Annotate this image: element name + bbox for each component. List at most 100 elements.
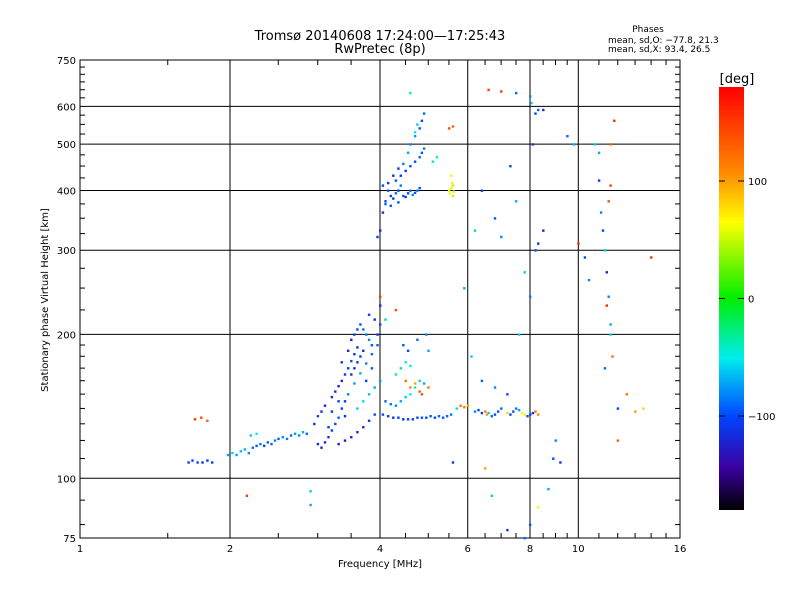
data-point (609, 323, 612, 326)
data-point (409, 165, 412, 168)
data-point (634, 410, 637, 413)
data-point (249, 434, 252, 437)
data-point (517, 408, 521, 412)
data-point (340, 361, 343, 364)
data-point (211, 461, 214, 464)
data-point (609, 184, 612, 187)
data-point (529, 295, 532, 298)
data-point (379, 295, 382, 298)
data-point (356, 361, 359, 364)
data-point (359, 355, 362, 358)
data-point (420, 151, 424, 154)
data-point (376, 344, 379, 347)
data-point (370, 353, 374, 356)
data-point (334, 422, 337, 426)
data-point (373, 318, 376, 321)
data-point (379, 323, 382, 326)
data-point (485, 413, 489, 416)
x-tick-label: 16 (674, 544, 687, 555)
data-point (413, 160, 417, 163)
data-point (353, 367, 356, 370)
data-point (611, 355, 614, 358)
data-point (247, 451, 250, 455)
data-point (506, 528, 509, 532)
data-point (399, 400, 402, 403)
data-point (350, 373, 353, 376)
data-point (605, 304, 608, 307)
data-point (425, 416, 428, 419)
data-point (559, 461, 562, 464)
data-point (270, 442, 273, 446)
plot-area (79, 59, 681, 539)
y-tick-label: 400 (57, 186, 76, 197)
data-point (490, 494, 493, 497)
data-point (409, 189, 412, 192)
data-point (337, 385, 340, 388)
data-point (413, 382, 417, 385)
data-point (523, 537, 526, 540)
x-axis-label: Frequency [MHz] (338, 559, 422, 570)
data-point (616, 439, 620, 442)
data-point (387, 189, 390, 192)
data-point (490, 415, 493, 418)
data-point (500, 235, 503, 239)
data-point (547, 487, 550, 491)
y-tick-label: 500 (57, 140, 76, 151)
data-point (381, 211, 385, 214)
data-point (251, 446, 254, 449)
data-point (384, 200, 387, 203)
colorbar-tick-label: 0 (748, 295, 754, 306)
data-point (356, 346, 359, 349)
data-point (389, 194, 392, 198)
data-point (449, 186, 453, 190)
data-point (609, 143, 612, 146)
data-point (413, 135, 417, 138)
data-point (625, 393, 628, 396)
data-point (597, 179, 601, 182)
data-point (376, 333, 379, 336)
data-point (583, 256, 587, 259)
y-tick-label: 100 (57, 474, 76, 485)
data-point (427, 386, 430, 389)
data-point (473, 229, 477, 232)
data-point (605, 271, 608, 274)
data-point (500, 90, 503, 93)
data-point (389, 403, 392, 406)
data-point (330, 410, 334, 413)
data-point (347, 367, 350, 370)
data-point (416, 189, 419, 192)
data-point (449, 413, 453, 416)
data-point (422, 382, 426, 385)
data-point (365, 379, 368, 383)
data-point (356, 431, 359, 434)
data-point (599, 211, 603, 214)
y-tick-label: 750 (57, 56, 76, 67)
data-point (413, 386, 417, 389)
data-point (441, 416, 445, 419)
data-point (526, 415, 529, 418)
data-point (409, 91, 412, 95)
data-point (309, 490, 312, 493)
colorbar-label: [deg] (720, 72, 755, 87)
data-point (201, 461, 204, 464)
data-point (593, 143, 597, 146)
data-point (416, 416, 419, 419)
data-point (484, 410, 487, 413)
data-point (607, 295, 610, 298)
data-point (394, 404, 398, 407)
data-point (365, 362, 368, 365)
data-point (509, 413, 512, 416)
data-point (397, 201, 400, 204)
data-point (506, 411, 509, 415)
data-point (367, 393, 371, 396)
data-point (293, 432, 297, 435)
data-point (343, 400, 347, 403)
data-point (616, 407, 620, 410)
data-point (305, 432, 308, 435)
data-point (451, 125, 455, 128)
data-point (466, 404, 470, 407)
data-point (392, 174, 395, 177)
data-point (309, 503, 312, 507)
data-point (477, 408, 480, 412)
